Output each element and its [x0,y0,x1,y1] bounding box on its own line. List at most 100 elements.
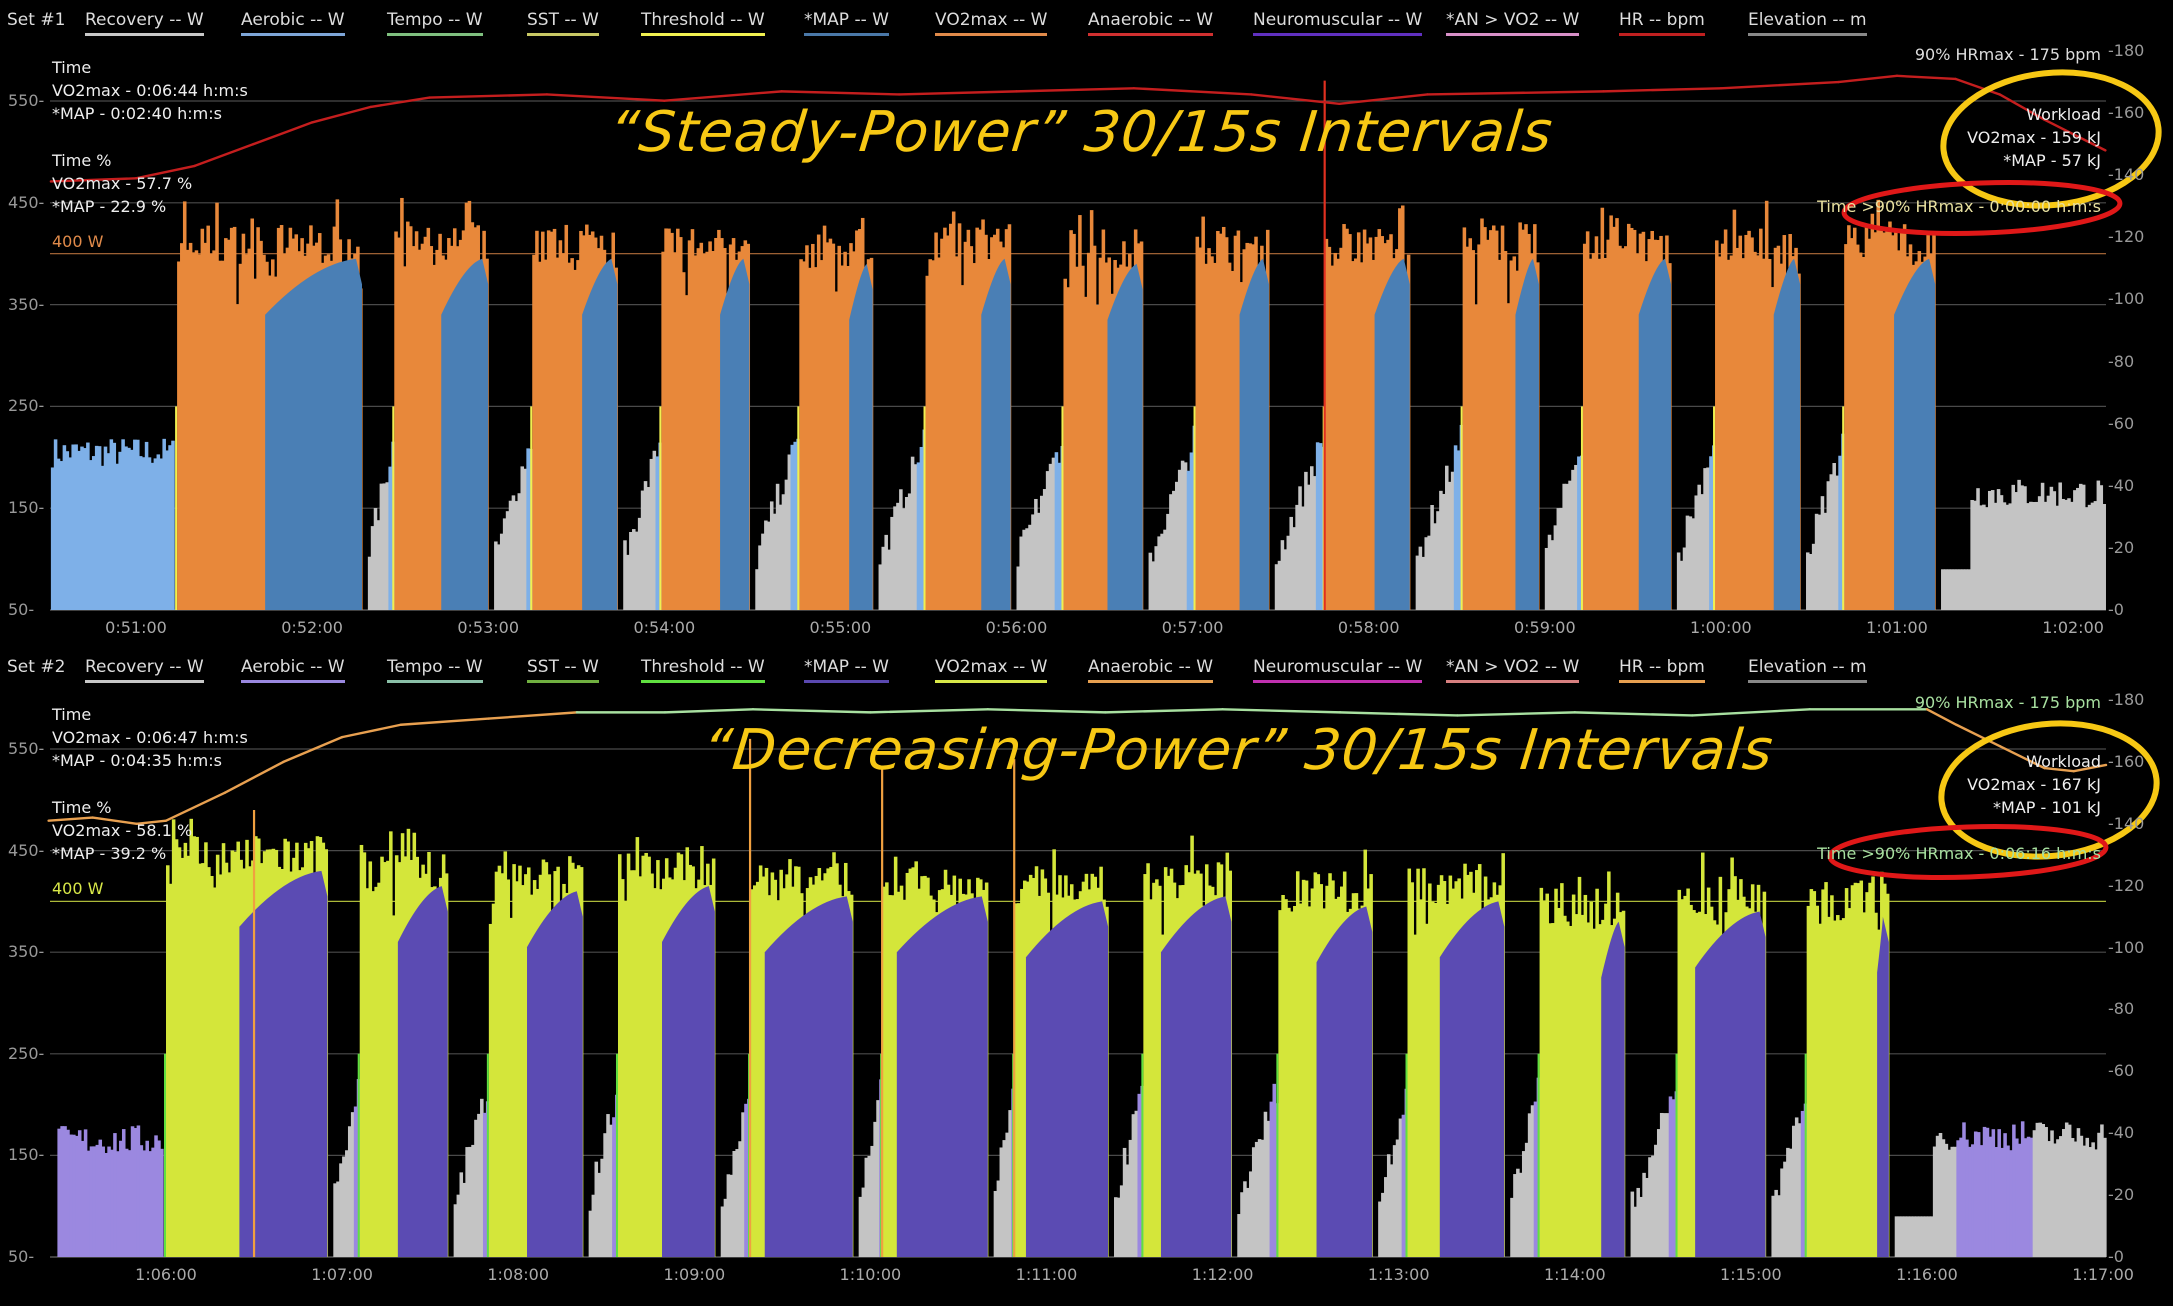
recovery-bar [1510,1197,1514,1257]
legend-item-recovery[interactable]: Recovery -- W [85,657,204,683]
recovery-bar [1832,463,1836,610]
legend-item-map[interactable]: *MAP -- W [804,10,889,36]
work-bar [1580,914,1585,1257]
recovery-bar [339,1163,343,1257]
recovery-bar [1955,569,1960,610]
recovery-bar [1277,560,1282,610]
work-bar [1563,915,1567,1257]
recovery-bar [867,1156,871,1257]
warmup-bar [109,439,114,610]
work-bar [650,873,654,1257]
work-bar [928,259,932,610]
recovery-bar [1982,1126,1987,1257]
legend-item-aerobic[interactable]: Aerobic -- W [241,10,345,36]
legend-item-aerobic[interactable]: Aerobic -- W [241,657,345,683]
recovery-bar [1045,471,1050,610]
recovery-bar [2090,502,2095,610]
legend-item-recovery[interactable]: Recovery -- W [85,10,204,36]
legend-item-elevation[interactable]: Elevation -- m [1748,10,1867,36]
work-bar [664,228,668,610]
work-bar [1726,259,1731,610]
hr-tick-label: -140 [2108,813,2145,833]
legend-item-threshold[interactable]: Threshold -- W [641,657,765,683]
work-bar [221,843,226,1257]
recovery-bar [629,532,633,610]
warmup-bar [171,440,175,610]
hr-line-segment [1221,708,1342,714]
recovery-bar [2085,1137,2090,1257]
legend-item-anaerobic[interactable]: Anaerobic -- W [1088,657,1214,683]
work-bar [374,886,378,1257]
work-bar [1850,238,1854,610]
recovery-bar [1037,512,1041,610]
warmup-bar [124,1148,129,1257]
legend-item-hr[interactable]: HR -- bpm [1619,657,1705,683]
work-bar [524,874,528,1257]
recovery-bar [1823,512,1828,610]
work-bar [1465,246,1470,610]
work-bar [711,251,715,611]
work-bar [1585,231,1590,610]
recovery-bar [993,1190,998,1257]
work-bar [708,241,712,610]
work-bar [638,876,643,1257]
recovery-bar [732,1150,736,1257]
legend-item-neuromuscular[interactable]: Neuromuscular -- W [1253,10,1423,36]
time-pct-title: Time % [52,151,112,170]
work-bar [940,238,944,611]
work-bar [1086,252,1091,610]
work-bar [1365,243,1370,610]
work-bar [667,228,671,610]
legend-item-elevation[interactable]: Elevation -- m [1748,657,1867,683]
recovery-bar [1513,1174,1517,1257]
legend-item-sst[interactable]: SST -- W [527,657,599,683]
work-bar [1612,226,1616,611]
work-bar [1290,911,1294,1257]
legend-item-vo2max[interactable]: VO2max -- W [935,657,1048,683]
recovery-bar [999,1147,1004,1257]
work-bar [210,875,214,1257]
warmup-bar [98,1139,103,1257]
legend-item-an[interactable]: *AN > VO2 -- W [1446,10,1580,36]
legend-item-threshold[interactable]: Threshold -- W [641,10,765,36]
legend-item-hr[interactable]: HR -- bpm [1619,10,1705,36]
work-bar [1861,256,1866,610]
work-bar [626,853,631,1257]
work-bar [888,895,892,1257]
recovery-bar [594,1161,599,1257]
warmup-bar [68,457,73,610]
work-bar [1471,250,1475,610]
recovery-bar [1280,540,1285,610]
hr-line-segment [340,723,402,739]
recovery-bar [1028,524,1032,610]
legend-item-vo2max[interactable]: VO2max -- W [935,10,1048,36]
work-bar [799,259,803,610]
work-bar [1063,278,1067,610]
legend-item-neuromuscular[interactable]: Neuromuscular -- W [1253,657,1423,683]
work-bar [1732,209,1737,610]
recovery-bar [2015,1138,2019,1257]
time-pct-vo2max: VO2max - 58.1 % [52,821,193,840]
work-bar [659,889,663,1257]
work-bar [389,831,393,1257]
recovery-bar [876,1100,880,1257]
recovery-bar [497,544,501,610]
recovery-bar [1174,481,1179,610]
legend-item-map[interactable]: *MAP -- W [804,657,889,683]
legend-item-tempo[interactable]: Tempo -- W [387,10,483,36]
recovery-bar [1797,1123,1802,1257]
work-bar [250,218,254,610]
legend-item-sst[interactable]: SST -- W [527,10,599,36]
recovery-bar [893,506,897,610]
recovery-bar [1771,1195,1775,1257]
y-tick-label: 450- [8,192,45,212]
recovery-bar [1565,483,1569,610]
work-bar [207,867,211,1257]
legend-item-an[interactable]: *AN > VO2 -- W [1446,657,1580,683]
recovery-bar [1260,1139,1265,1257]
legend-item-tempo[interactable]: Tempo -- W [387,657,483,683]
legend-item-anaerobic[interactable]: Anaerobic -- W [1088,10,1214,36]
warmup-bar [141,457,146,610]
work-bar [1756,255,1760,610]
